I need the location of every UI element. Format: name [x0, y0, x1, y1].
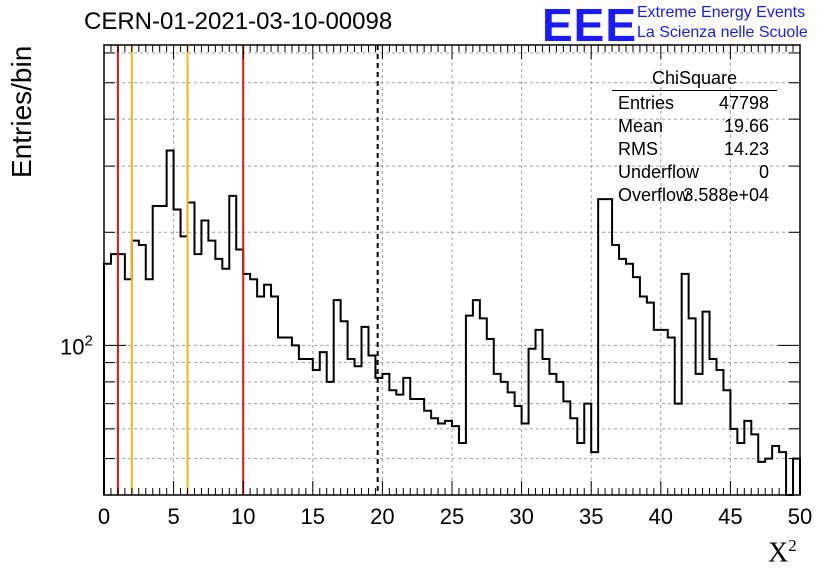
- stats-value: 0: [758, 162, 769, 182]
- stats-title: ChiSquare: [612, 68, 777, 91]
- x-tick-label: 35: [579, 504, 603, 529]
- stats-value: 47798: [718, 93, 769, 113]
- stats-row: Underflow 0: [612, 162, 777, 185]
- stats-key: Mean: [618, 116, 664, 136]
- logo-line-1: Extreme Energy Events: [637, 4, 806, 21]
- x-tick-labels: 0 5 10 15 20 25 30 35 40 45 50 102: [60, 332, 812, 529]
- stats-key: Entries: [618, 93, 675, 113]
- stats-key: Overflow: [618, 185, 690, 205]
- x-tick-label: 50: [788, 504, 812, 529]
- stats-row: Overflow 3.588e+04: [612, 185, 777, 208]
- chart-title: CERN-01-2021-03-10-00098: [84, 8, 393, 35]
- y-axis-label: Entries/bin: [6, 45, 37, 178]
- stats-row: Entries 47798: [612, 93, 777, 116]
- x-tick-label: 10: [231, 504, 255, 529]
- stats-row: RMS 14.23: [612, 139, 777, 162]
- x-tick-label: 20: [370, 504, 394, 529]
- axes: [103, 44, 801, 496]
- x-axis-label: X2: [768, 536, 797, 569]
- x-tick-label: 5: [167, 504, 179, 529]
- eee-logo: EEE: [542, 0, 638, 51]
- y-tick-label: 102: [60, 332, 93, 359]
- logo-line-2: La Scienza nelle Scuole: [637, 24, 808, 41]
- x-tick-label: 0: [98, 504, 110, 529]
- histogram-bars: [103, 149, 801, 496]
- stats-value: 14.23: [723, 139, 769, 159]
- x-tick-label: 30: [509, 504, 533, 529]
- stats-value: 3.588e+04: [683, 185, 769, 205]
- histogram-outline: [103, 149, 801, 496]
- grid: [104, 45, 800, 496]
- stats-box: ChiSquare Entries 47798 Mean 19.66 RMS 14.2…: [612, 68, 777, 208]
- marker-lines: [116, 45, 379, 495]
- stats-key: Underflow: [618, 162, 700, 182]
- x-tick-label: 25: [440, 504, 464, 529]
- stats-key: RMS: [618, 139, 658, 159]
- stats-value: 19.66: [723, 116, 769, 136]
- x-tick-label: 15: [301, 504, 325, 529]
- y-tick-exponent: 2: [84, 332, 92, 349]
- stats-row: Mean 19.66: [612, 116, 777, 139]
- x-tick-label: 40: [649, 504, 673, 529]
- x-tick-label: 45: [718, 504, 742, 529]
